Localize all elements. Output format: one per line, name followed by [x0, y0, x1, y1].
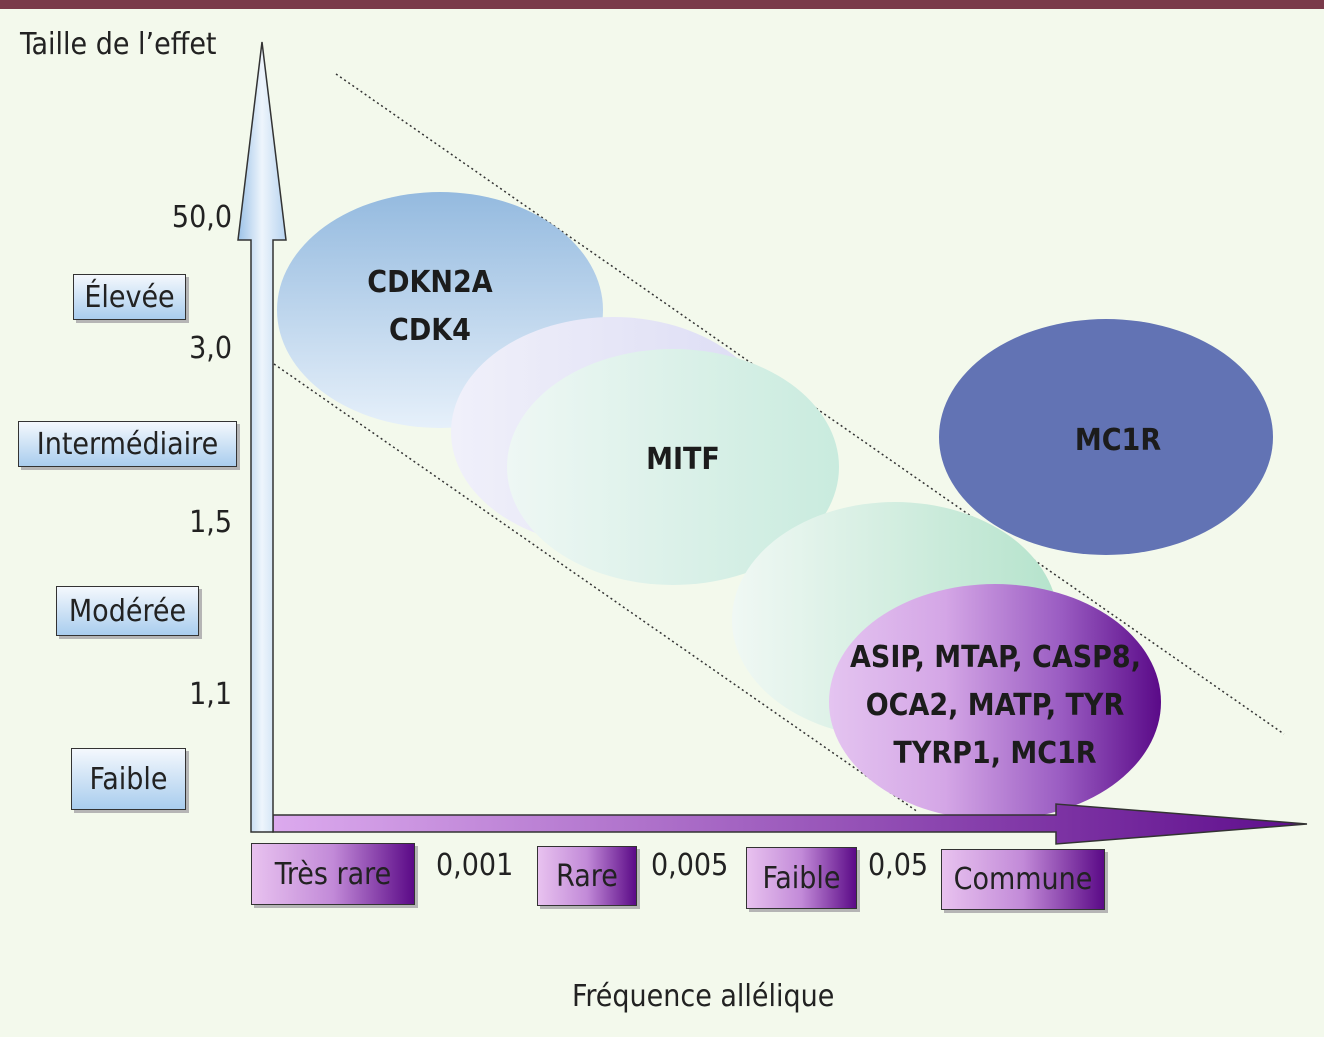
- y-tick-1-5: 1,5: [189, 505, 232, 540]
- y-axis-arrow: [237, 41, 287, 833]
- top-border: [0, 0, 1324, 9]
- y-axis-title: Taille de l’effet: [20, 27, 217, 62]
- ellipse-mc1r: [939, 319, 1273, 555]
- effect-level-faible: Faible: [71, 748, 186, 810]
- band-lower-line: [273, 363, 919, 813]
- y-tick-1-1: 1,1: [189, 677, 232, 712]
- freq-level-commune: Commune: [941, 849, 1105, 910]
- freq-level-rare: Rare: [537, 846, 637, 906]
- x-tick-0-05: 0,05: [868, 848, 929, 883]
- ellipse-common-genes: [829, 584, 1161, 820]
- x-axis-arrow: [272, 803, 1308, 845]
- x-axis-title: Fréquence allélique: [572, 979, 835, 1014]
- gene-label-common-line1: ASIP, MTAP, CASP8,: [850, 640, 1141, 675]
- effect-level-moderee: Modérée: [56, 586, 199, 636]
- x-tick-0-001: 0,001: [436, 848, 514, 883]
- y-tick-50: 50,0: [171, 200, 232, 235]
- gene-label-common-line2: OCA2, MATP, TYR: [865, 688, 1125, 723]
- x-tick-0-005: 0,005: [651, 848, 729, 883]
- gene-label-mc1r: MC1R: [1074, 423, 1162, 458]
- ellipse-mitf: [507, 349, 839, 585]
- effect-level-intermediaire: Intermédiaire: [18, 421, 237, 467]
- freq-level-tres-rare: Très rare: [251, 843, 415, 905]
- gene-label-common-line3: TYRP1, MC1R: [893, 736, 1097, 771]
- gene-label-cdkn2a: CDKN2A: [367, 265, 493, 300]
- gene-label-cdk4: CDK4: [389, 313, 471, 348]
- freq-level-faible: Faible: [746, 847, 857, 909]
- gene-label-mitf: MITF: [646, 442, 720, 477]
- effect-level-elevee: Élevée: [73, 274, 186, 320]
- y-tick-3: 3,0: [189, 331, 232, 366]
